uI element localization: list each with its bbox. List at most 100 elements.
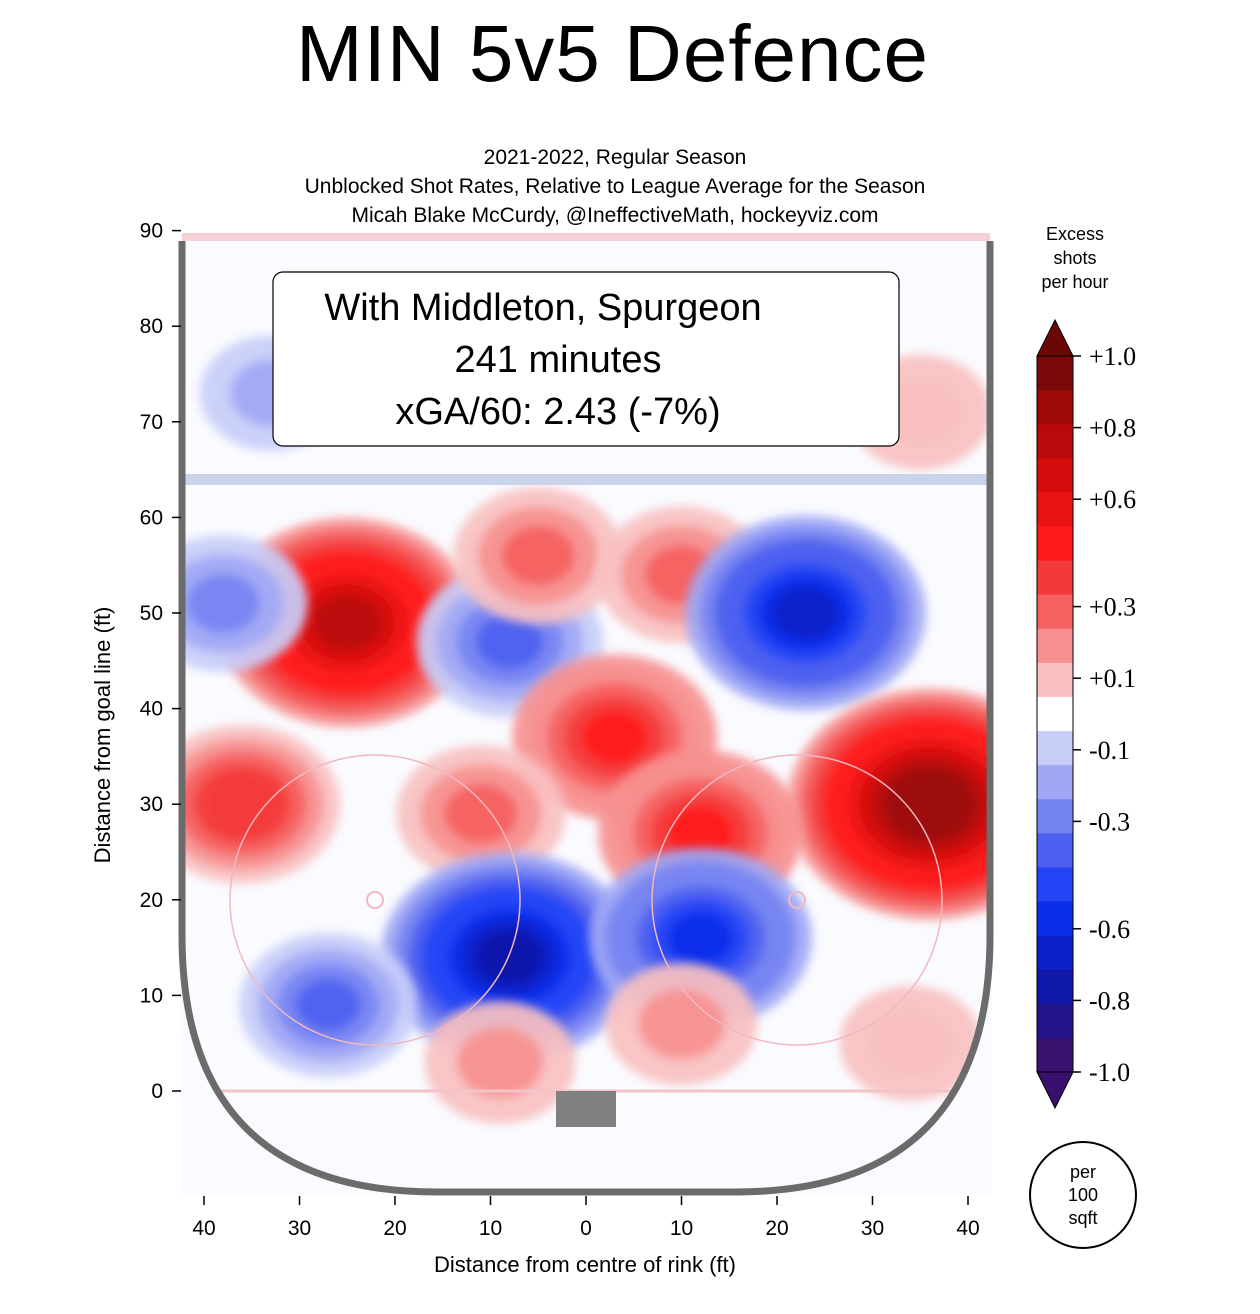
hotspot-ring bbox=[476, 930, 543, 984]
colorbar-frame bbox=[1036, 355, 1074, 1073]
x-tick-label: 10 bbox=[479, 1217, 502, 1240]
hotspot-ring bbox=[667, 806, 734, 860]
colorbar-band bbox=[1037, 662, 1073, 698]
colorbar-band bbox=[1037, 594, 1073, 630]
units-line-1: per bbox=[1070, 1162, 1096, 1182]
colorbar-tick-label: -0.1 bbox=[1089, 736, 1130, 765]
rink-boards bbox=[178, 241, 994, 1196]
hotspot-18 bbox=[839, 985, 982, 1101]
units-line-3: sqft bbox=[1068, 1208, 1097, 1228]
colorbar-band bbox=[1037, 390, 1073, 425]
y-tick-label: 60 bbox=[140, 506, 163, 529]
info-box: With Middleton, Spurgeon 241 minutes xGA… bbox=[272, 271, 900, 447]
y-tick-label: 80 bbox=[140, 315, 163, 338]
x-tick-label: 20 bbox=[765, 1217, 788, 1240]
colorbar-tick-label: -1.0 bbox=[1089, 1058, 1130, 1087]
hotspot-ring bbox=[186, 573, 260, 634]
hotspot-ring bbox=[444, 784, 518, 844]
x-tick-label: 30 bbox=[288, 1217, 311, 1240]
colorbar-extend-top bbox=[1036, 318, 1074, 357]
hotspot-ring bbox=[896, 777, 964, 832]
colorbar-band bbox=[1037, 731, 1073, 766]
y-tick-label: 20 bbox=[140, 889, 163, 912]
units-circle bbox=[1029, 1141, 1137, 1249]
hotspot-10 bbox=[787, 688, 990, 920]
colorbar-tick-label: -0.8 bbox=[1089, 986, 1130, 1015]
centre-line bbox=[182, 233, 990, 241]
x-tick-label: 40 bbox=[956, 1217, 979, 1240]
colorbar-band bbox=[1037, 1037, 1073, 1073]
y-tick-label: 90 bbox=[140, 220, 163, 243]
x-tick-label: 10 bbox=[670, 1217, 693, 1240]
hotspot-5 bbox=[512, 654, 718, 821]
hotspot-9 bbox=[685, 515, 926, 711]
hotspot-ring bbox=[638, 988, 725, 1060]
hotspot-1 bbox=[182, 724, 341, 884]
info-line-2: 241 minutes bbox=[454, 339, 661, 381]
goal-net bbox=[556, 1091, 616, 1127]
colorbar-band bbox=[1037, 969, 1073, 1005]
y-tick-label: 40 bbox=[140, 698, 163, 721]
faceoff-circle-right bbox=[651, 754, 943, 1046]
y-axis-label: Distance from goal line (ft) bbox=[90, 607, 115, 864]
units-badge: per 100 sqft bbox=[1029, 1141, 1137, 1249]
colorbar-band bbox=[1037, 492, 1073, 528]
colorbar-extend-bottom bbox=[1036, 1071, 1074, 1110]
info-box-frame bbox=[272, 271, 900, 447]
x-tick-label: 40 bbox=[192, 1217, 215, 1240]
hotspot-7 bbox=[453, 487, 623, 625]
colorbar: Excess shots per hour +1.0 +0.8 +0.6 +0.3 +0… bbox=[1036, 224, 1136, 1110]
hotspot-ring bbox=[581, 710, 648, 764]
rink-markings bbox=[182, 474, 990, 1127]
hotspot-17 bbox=[605, 962, 758, 1086]
y-tick-label: 30 bbox=[140, 793, 163, 816]
hotspot-ring bbox=[456, 1027, 544, 1098]
hotspot-ring bbox=[475, 614, 544, 670]
colorbar-tick-label: +0.1 bbox=[1089, 664, 1136, 693]
units-line-2: 100 bbox=[1068, 1185, 1098, 1205]
subtitle-line-1: 2021-2022, Regular Season bbox=[483, 146, 747, 169]
hotspot-ring bbox=[314, 595, 381, 650]
colorbar-band bbox=[1037, 356, 1073, 391]
y-axis: 90 80 70 60 50 40 30 20 10 0 bbox=[140, 220, 181, 1103]
colorbar-band bbox=[1037, 696, 1073, 732]
colorbar-band bbox=[1037, 458, 1073, 493]
blue-line bbox=[182, 474, 990, 485]
faceoff-dot-left bbox=[366, 891, 384, 909]
colorbar-tick-label: -0.3 bbox=[1089, 807, 1130, 836]
colorbar-tick-label: -0.6 bbox=[1089, 915, 1130, 944]
hotspot-ring bbox=[869, 1010, 952, 1077]
hotspot-ring bbox=[879, 379, 962, 446]
colorbar-bands bbox=[1036, 318, 1074, 1110]
colorbar-band bbox=[1037, 799, 1073, 834]
x-tick-label: 20 bbox=[383, 1217, 406, 1240]
colorbar-band bbox=[1037, 901, 1073, 937]
y-tick-label: 50 bbox=[140, 602, 163, 625]
x-axis-label: Distance from centre of rink (ft) bbox=[434, 1252, 736, 1277]
hotspot-13 bbox=[380, 852, 639, 1062]
colorbar-tick-label: +0.6 bbox=[1089, 485, 1136, 514]
hotspot-ring bbox=[668, 911, 734, 965]
colorbar-ticks: +1.0 +0.8 +0.6 +0.3 +0.1 -0.1 -0.3 -0.6 -0.8 -1.0 bbox=[1073, 342, 1136, 1087]
colorbar-tick-label: +0.8 bbox=[1089, 414, 1136, 443]
colorbar-title-2: shots bbox=[1053, 248, 1096, 268]
chart-title: MIN 5v5 Defence bbox=[295, 9, 930, 98]
heatmap-layer bbox=[182, 335, 990, 1124]
colorbar-band bbox=[1037, 867, 1073, 903]
x-axis: 40 30 20 10 0 10 20 30 40 bbox=[192, 1196, 980, 1240]
hotspot-ring bbox=[295, 978, 361, 1032]
info-line-1: With Middleton, Spurgeon bbox=[324, 287, 761, 329]
colorbar-band bbox=[1037, 765, 1073, 800]
hotspot-3 bbox=[182, 535, 308, 672]
colorbar-band bbox=[1037, 526, 1073, 562]
colorbar-band bbox=[1037, 833, 1073, 869]
info-line-3: xGA/60: 2.43 (-7%) bbox=[395, 391, 720, 433]
hotspot-15 bbox=[239, 932, 418, 1077]
colorbar-tick-label: +1.0 bbox=[1089, 342, 1136, 371]
x-tick-label: 30 bbox=[861, 1217, 884, 1240]
hotspot-ring bbox=[210, 778, 274, 830]
colorbar-band bbox=[1037, 1003, 1073, 1039]
x-tick-label: 0 bbox=[580, 1217, 592, 1240]
y-tick-label: 70 bbox=[140, 411, 163, 434]
